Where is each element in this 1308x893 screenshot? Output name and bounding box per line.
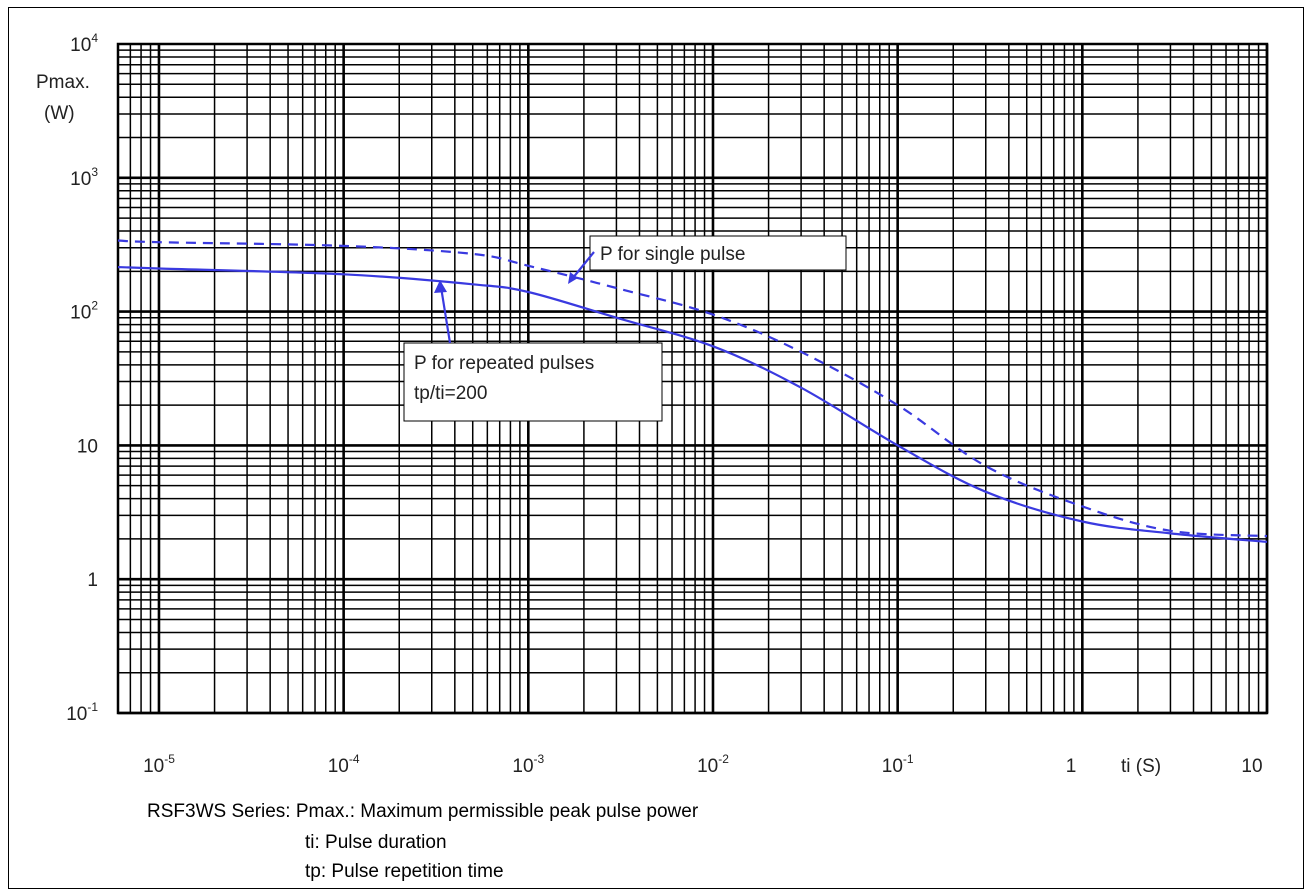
caption-line-1: RSF3WS Series: Pmax.: Maximum permissibl… — [147, 801, 699, 822]
pointer-repeated-arrowhead — [434, 280, 447, 293]
series-single-pulse — [117, 239, 1268, 538]
x-tick-label: 10 — [1241, 756, 1262, 777]
y-tick-label: 10 — [77, 436, 98, 457]
pointer-single-arrowhead — [568, 272, 578, 284]
caption-line-3: tp: Pulse repetition time — [305, 861, 504, 882]
chart-frame — [8, 7, 1304, 889]
y-tick-label: 10-1 — [66, 700, 98, 725]
pointer-single — [571, 251, 595, 280]
series-repeated-pulses — [117, 266, 1268, 543]
x-tick-label: 10-2 — [697, 752, 729, 777]
chart-annotations: P for single pulse P for repeated pulses t… — [403, 235, 847, 422]
x-tick-label: 10-3 — [512, 752, 544, 777]
x-tick-label: 10-4 — [328, 752, 360, 777]
x-axis-label: ti (S) — [1121, 756, 1161, 777]
y-tick-label: 1 — [87, 570, 98, 591]
x-tick-label: 10-5 — [143, 752, 175, 777]
y-tick-label: 103 — [70, 165, 98, 190]
annotation-ratio: tp/ti=200 — [414, 383, 487, 404]
y-tick-label: 104 — [70, 31, 98, 56]
y-axis-label-line1: Pmax. — [36, 72, 90, 93]
caption-line-2: ti: Pulse duration — [305, 832, 447, 853]
y-axis-label-line2: (W) — [44, 103, 75, 124]
annotation-box-single — [589, 235, 847, 271]
y-tick-label: 102 — [70, 299, 98, 324]
annotation-single-pulse: P for single pulse — [600, 244, 745, 265]
chart-grid — [116, 42, 1269, 715]
x-tick-label: 1 — [1066, 756, 1077, 777]
chart-curves — [117, 239, 1268, 543]
annotation-box-repeated — [403, 342, 663, 422]
annotation-repeated-pulses: P for repeated pulses — [414, 353, 594, 374]
plot-border — [116, 42, 1269, 715]
pointer-repeated — [439, 286, 452, 344]
x-tick-label: 10-1 — [882, 752, 914, 777]
